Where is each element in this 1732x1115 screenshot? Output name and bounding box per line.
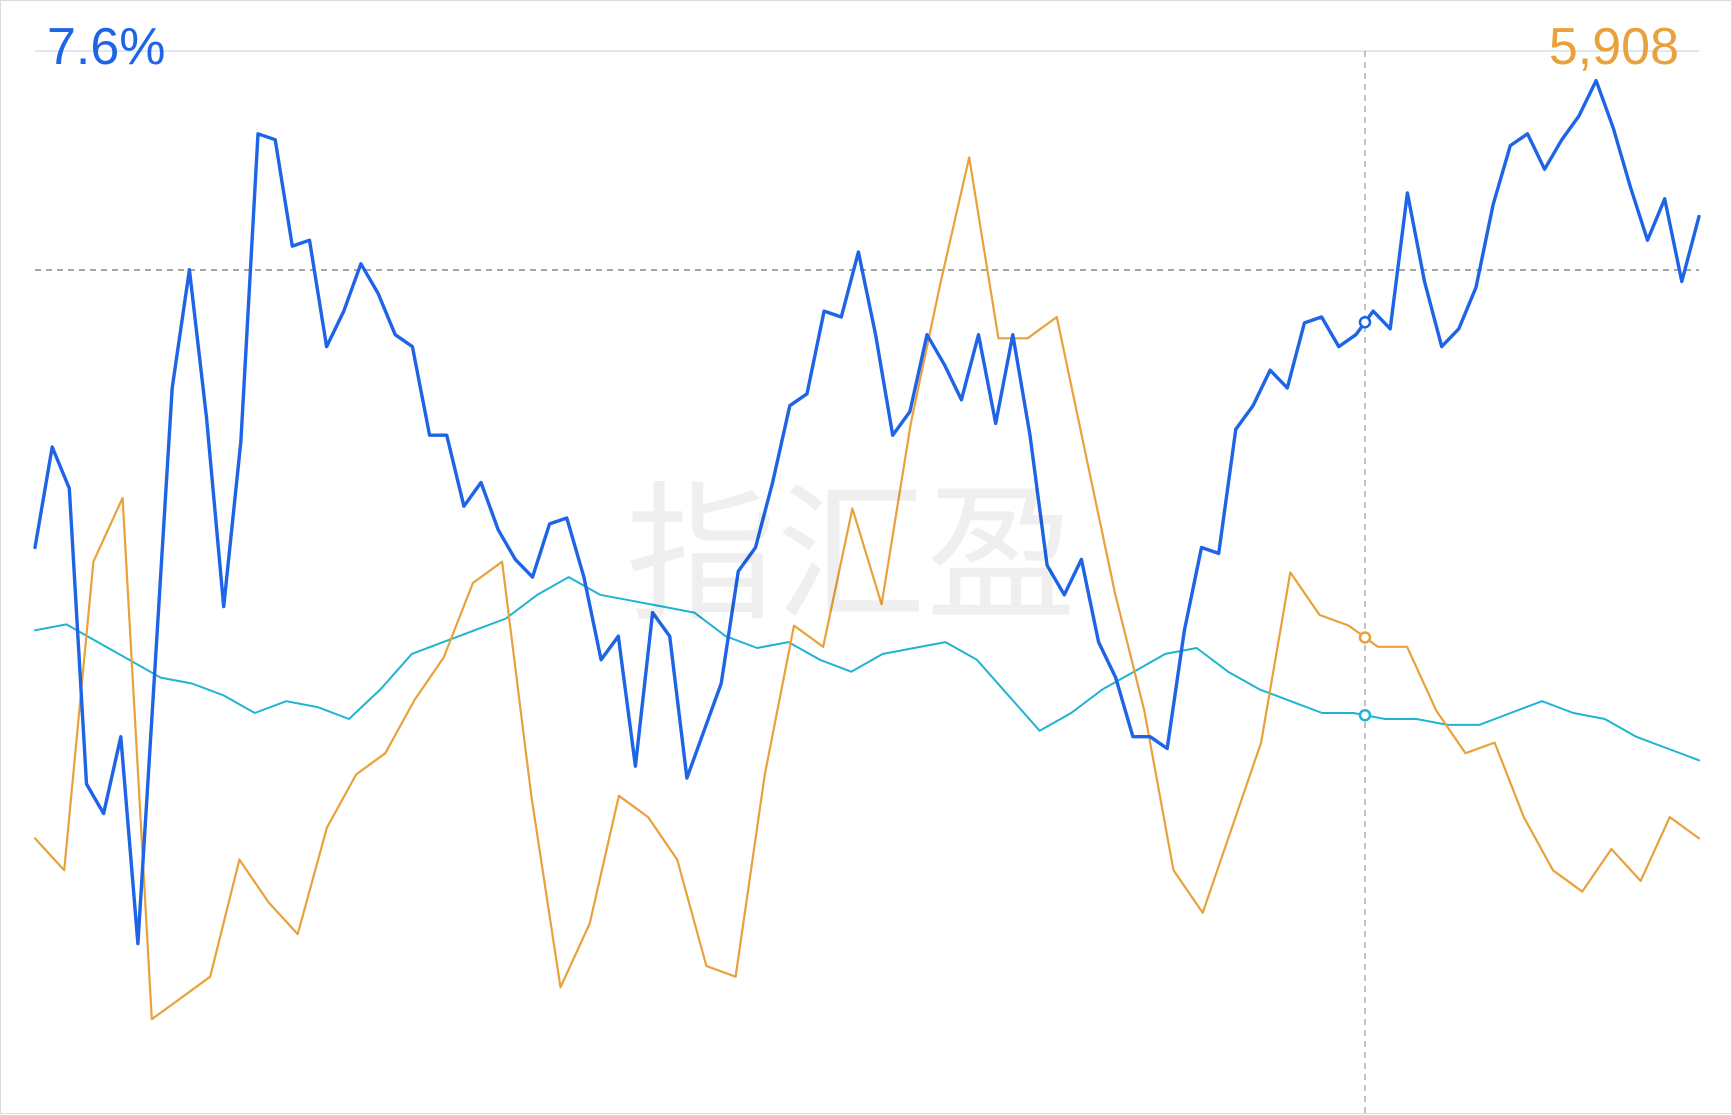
series-secondary-line <box>33 156 1701 1021</box>
series-secondary-marker <box>1358 631 1372 644</box>
series-primary-line <box>33 78 1701 946</box>
series-tertiary-marker <box>1358 708 1372 722</box>
series-tertiary-line <box>34 576 1700 762</box>
right-axis-top-label: 5,908 <box>1548 18 1679 76</box>
left-axis-top-label: 7.6% <box>47 18 166 76</box>
series-primary-marker <box>1358 315 1372 329</box>
